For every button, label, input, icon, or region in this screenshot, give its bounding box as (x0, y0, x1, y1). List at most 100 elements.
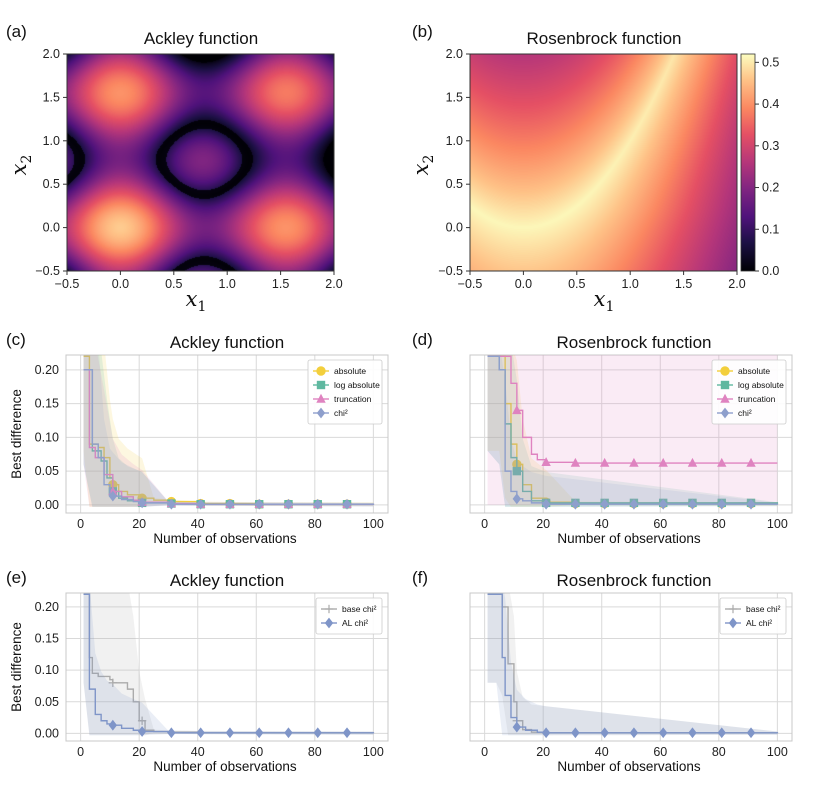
panel-b-xlabel: x1 (594, 287, 615, 315)
series-marker (541, 498, 551, 510)
series-marker (688, 727, 697, 739)
legend: base chi² AL chi² (719, 597, 787, 635)
panel-e: (e) Ackley function 0 20 40 60 80 100 0.00 0.05… (6, 568, 389, 774)
x-axis-label: Number of observations (153, 531, 297, 546)
series-marker (746, 727, 756, 739)
series-marker (137, 497, 147, 509)
x-tick-label: 100 (767, 745, 788, 759)
colorbar-tick-label: 0.4 (762, 97, 779, 111)
colorbar-tick-label: 0.5 (762, 55, 779, 69)
series-marker (108, 719, 118, 731)
y-tick-label: −0.5 (438, 264, 463, 278)
series-marker (717, 727, 726, 739)
y-tick-label: 0.10 (35, 430, 59, 444)
panel-f-title: Rosenbrock function (557, 571, 712, 590)
series-marker (629, 727, 639, 739)
legend-marker (728, 604, 738, 614)
x-tick-label: 60 (249, 745, 263, 759)
y-tick-label: 0.5 (446, 177, 463, 191)
x-tick-label: 1.0 (622, 277, 639, 291)
y-tick-label: 0.5 (43, 177, 60, 191)
y-tick-label: 1.5 (446, 90, 463, 104)
panel-a-title: Ackley function (144, 29, 258, 48)
legend: base chi² AL chi² (315, 597, 383, 635)
x-axis-label: Number of observations (153, 759, 297, 774)
series-marker (255, 498, 264, 510)
x-tick-label: 80 (712, 745, 726, 759)
x-tick-label: 20 (536, 745, 550, 759)
x-tick-label: −0.5 (458, 277, 483, 291)
y-tick-label: 0.20 (35, 600, 59, 614)
panel-c: (c) Ackley function 0 20 40 60 80 100 0.00 0.05… (6, 330, 389, 546)
x-tick-label: 100 (363, 745, 384, 759)
series-marker (512, 466, 522, 476)
colorbar (740, 53, 756, 272)
plot-frame (65, 354, 389, 514)
y-tick-label: 0.00 (35, 498, 59, 512)
y-tick-label: 0.15 (35, 397, 59, 411)
series-marker (658, 457, 668, 467)
y-tick-label: 0.05 (35, 464, 59, 478)
series-marker (167, 498, 176, 510)
x-tick-label: −0.5 (55, 277, 80, 291)
panel-e-label: (e) (6, 568, 27, 587)
series-marker (137, 716, 147, 725)
plot-frame (469, 592, 793, 742)
series-marker (687, 457, 698, 467)
panel-b-title: Rosenbrock function (527, 29, 682, 48)
colorbar-tick-label: 0.2 (762, 181, 779, 195)
x-tick-label: 1.5 (272, 277, 289, 291)
rosenbrock-heatmap (470, 54, 737, 271)
legend-label: base chi² (342, 604, 377, 614)
series-marker (225, 498, 235, 510)
panel-a-frame (66, 53, 335, 272)
series-marker (717, 457, 727, 467)
panel-b-ticks: −0.5−0.5 0.0 0.0 0.5 0.5 1.0 1.0 1.5 1.5 2.0 2.0 (438, 47, 745, 291)
panel-a-ylabel: x2 (7, 155, 35, 176)
panel-b-label: (b) (412, 22, 433, 41)
series-marker (167, 727, 176, 739)
panel-b-frame (469, 53, 738, 272)
panel-a-label: (a) (6, 22, 27, 41)
series-marker (629, 498, 639, 510)
panel-b: (b) Rosenbrock function −0.5−0.50.00.00.… (409, 22, 779, 315)
y-tick-label: 0.0 (446, 221, 463, 235)
series-marker (108, 678, 118, 688)
x-tick-label: 0 (77, 745, 84, 759)
panel-b-ylabel: x2 (409, 155, 437, 176)
legend-marker (316, 407, 326, 419)
x-tick-label: 40 (191, 745, 205, 759)
y-tick-label: 1.5 (43, 90, 60, 104)
legend-marker (720, 407, 730, 419)
panel-a-ticks: −0.5−0.5 0.0 0.0 0.5 0.5 1.0 1.0 1.5 1.5 2.0 2.0 (35, 47, 342, 291)
series-band (487, 355, 778, 505)
x-tick-label: 0 (77, 517, 84, 531)
x-tick-label: 1.0 (219, 277, 236, 291)
plot-frame (65, 592, 389, 742)
legend-marker (316, 393, 326, 403)
series-line (83, 355, 374, 505)
x-tick-label: 60 (653, 517, 667, 531)
x-tick-label: 60 (653, 745, 667, 759)
y-axis-label: Best difference (9, 389, 24, 479)
x-axis-label: Number of observations (557, 759, 701, 774)
plot-area (83, 355, 375, 510)
x-tick-label: 80 (712, 517, 726, 531)
legend-marker (728, 617, 738, 629)
panel-a-xlabel: x1 (186, 287, 207, 315)
ackley-heatmap (67, 54, 334, 271)
series-marker (541, 457, 551, 467)
series-marker (571, 498, 580, 510)
y-tick-label: 0.20 (35, 363, 59, 377)
series-marker (571, 727, 580, 739)
legend-label: absolute (334, 366, 366, 376)
series-marker (512, 493, 522, 505)
y-tick-label: 0.00 (35, 726, 59, 740)
panel-e-title: Ackley function (170, 571, 284, 590)
legend-label: truncation (738, 394, 776, 404)
panel-d-label: (d) (412, 330, 433, 349)
x-tick-label: 2.0 (325, 277, 342, 291)
y-tick-label: 0.05 (35, 695, 59, 709)
series-marker (512, 405, 522, 415)
